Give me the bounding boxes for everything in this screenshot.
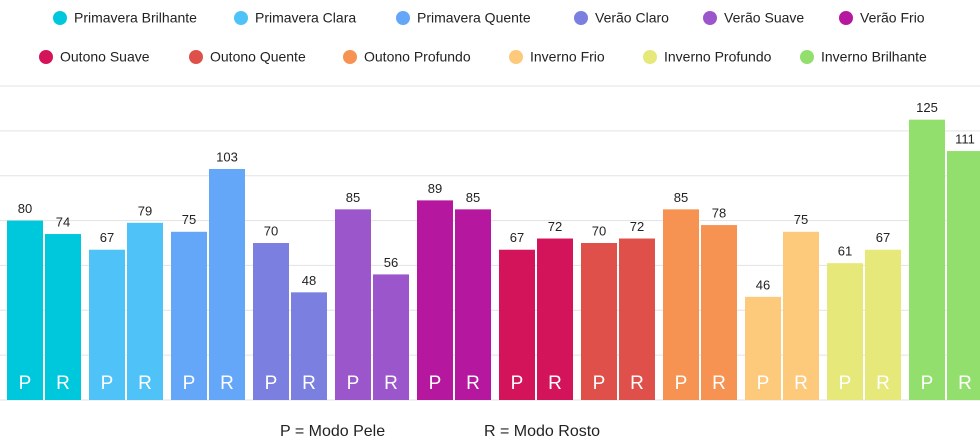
- value-label: 67: [510, 230, 524, 245]
- legend-label: Outono Profundo: [364, 49, 471, 65]
- series-label: P: [839, 373, 852, 394]
- bar: [947, 151, 980, 400]
- series-label: P: [593, 373, 606, 394]
- value-label: 89: [428, 181, 442, 196]
- series-label: R: [958, 373, 972, 394]
- bar: [865, 249, 901, 400]
- legend-label: Primavera Brilhante: [74, 10, 197, 26]
- legend-label: Verão Frio: [860, 10, 925, 26]
- bar: [89, 249, 125, 400]
- legend-marker: [643, 50, 657, 64]
- legend-marker: [343, 50, 357, 64]
- bar: [7, 220, 43, 400]
- bar: [455, 209, 491, 400]
- value-label: 75: [182, 212, 196, 227]
- annotation: P = Modo Pele: [280, 423, 385, 440]
- value-label: 70: [592, 223, 606, 238]
- bar: [335, 209, 371, 400]
- bar: [701, 225, 737, 400]
- bar: [499, 249, 535, 400]
- series-label: R: [138, 373, 152, 394]
- legend-marker: [703, 11, 717, 25]
- series-label: R: [712, 373, 726, 394]
- bar: [417, 200, 453, 400]
- legend-marker: [574, 11, 588, 25]
- bar: [663, 209, 699, 400]
- value-label: 56: [384, 255, 398, 270]
- bar: [171, 231, 207, 400]
- value-label: 103: [216, 149, 238, 164]
- legend-marker: [800, 50, 814, 64]
- bar: [291, 292, 327, 400]
- bar: [537, 238, 573, 400]
- series-label: R: [876, 373, 890, 394]
- legend-label: Primavera Quente: [417, 10, 531, 26]
- series-label: P: [429, 373, 442, 394]
- legend-label: Verão Suave: [724, 10, 804, 26]
- legend-marker: [189, 50, 203, 64]
- series-label: R: [384, 373, 398, 394]
- bar: [45, 234, 81, 400]
- series-label: R: [56, 373, 70, 394]
- legend-label: Inverno Frio: [530, 49, 605, 65]
- series-label: P: [675, 373, 688, 394]
- legend-marker: [509, 50, 523, 64]
- series-label: R: [466, 373, 480, 394]
- value-label: 72: [630, 219, 644, 234]
- bar: [581, 243, 617, 400]
- value-label: 72: [548, 219, 562, 234]
- legend-label: Outono Quente: [210, 49, 306, 65]
- value-label: 67: [876, 230, 890, 245]
- value-label: 67: [100, 230, 114, 245]
- legend-marker: [839, 11, 853, 25]
- legend-label: Primavera Clara: [255, 10, 356, 26]
- value-label: 46: [756, 277, 770, 292]
- value-label: 85: [674, 190, 688, 205]
- bar: [745, 296, 781, 400]
- series-label: R: [794, 373, 808, 394]
- legend-label: Inverno Profundo: [664, 49, 772, 65]
- value-label: 85: [466, 190, 480, 205]
- value-label: 61: [838, 244, 852, 259]
- annotation: R = Modo Rosto: [484, 423, 600, 440]
- series-label: P: [265, 373, 278, 394]
- value-label: 74: [56, 214, 70, 229]
- bar: [209, 168, 245, 400]
- legend-label: Outono Suave: [60, 49, 150, 65]
- bar: [373, 274, 409, 400]
- legend-marker: [39, 50, 53, 64]
- value-label: 78: [712, 205, 726, 220]
- bar: [783, 231, 819, 400]
- legend-marker: [234, 11, 248, 25]
- bar: [619, 238, 655, 400]
- legend-label: Inverno Brilhante: [821, 49, 927, 65]
- bar: [827, 263, 863, 400]
- legend-label: Verão Claro: [595, 10, 669, 26]
- bar: [127, 222, 163, 400]
- value-label: 48: [302, 273, 316, 288]
- series-label: R: [302, 373, 316, 394]
- legend-marker: [53, 11, 67, 25]
- series-label: P: [921, 373, 934, 394]
- series-label: R: [630, 373, 644, 394]
- series-label: R: [220, 373, 234, 394]
- series-label: P: [19, 373, 32, 394]
- value-label: 75: [794, 212, 808, 227]
- bar: [909, 119, 945, 401]
- value-label: 111: [955, 131, 975, 146]
- series-label: P: [183, 373, 196, 394]
- value-label: 85: [346, 190, 360, 205]
- series-label: R: [548, 373, 562, 394]
- bar: [253, 243, 289, 400]
- legend-marker: [396, 11, 410, 25]
- series-label: P: [347, 373, 360, 394]
- series-label: P: [511, 373, 524, 394]
- value-label: 125: [916, 100, 938, 115]
- value-label: 80: [18, 201, 32, 216]
- value-label: 79: [138, 203, 152, 218]
- series-label: P: [101, 373, 114, 394]
- series-label: P: [757, 373, 770, 394]
- value-label: 70: [264, 223, 278, 238]
